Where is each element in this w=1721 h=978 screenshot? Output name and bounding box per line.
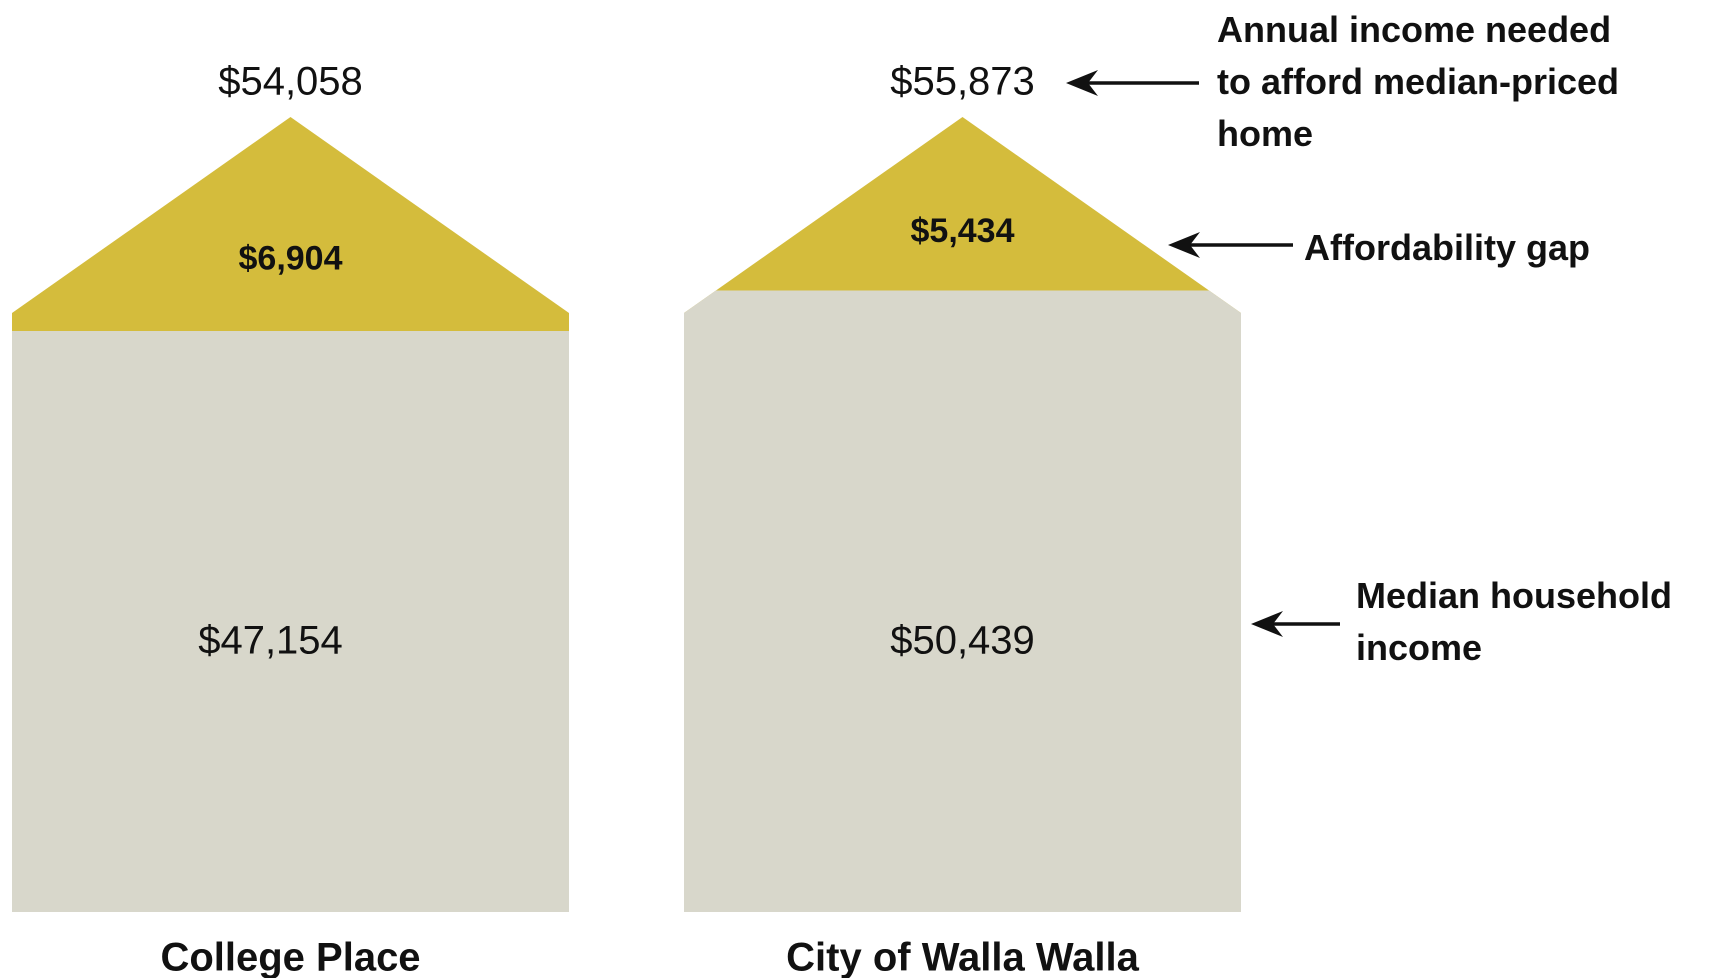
arrow-head: [1168, 232, 1200, 258]
median-annotation: Median household income: [1356, 575, 1673, 668]
gap-label: $5,434: [911, 212, 1015, 250]
arrow-head: [1066, 70, 1098, 96]
gap-annotation: Affordability gap: [1304, 227, 1590, 268]
median-income: [684, 290, 1241, 913]
needed-label: $54,058: [218, 60, 363, 104]
needed-annotation: Annual income needed to afford median-pr…: [1217, 9, 1620, 154]
median-income: [12, 331, 569, 912]
gap-label: $6,904: [239, 239, 343, 277]
category-label: City of Walla Walla: [786, 936, 1139, 978]
arrow-head: [1251, 611, 1283, 637]
median-label: $47,154: [198, 619, 343, 663]
median-label: $50,439: [890, 619, 1035, 663]
needed-label: $55,873: [890, 60, 1035, 104]
category-label: College Place: [160, 936, 420, 978]
